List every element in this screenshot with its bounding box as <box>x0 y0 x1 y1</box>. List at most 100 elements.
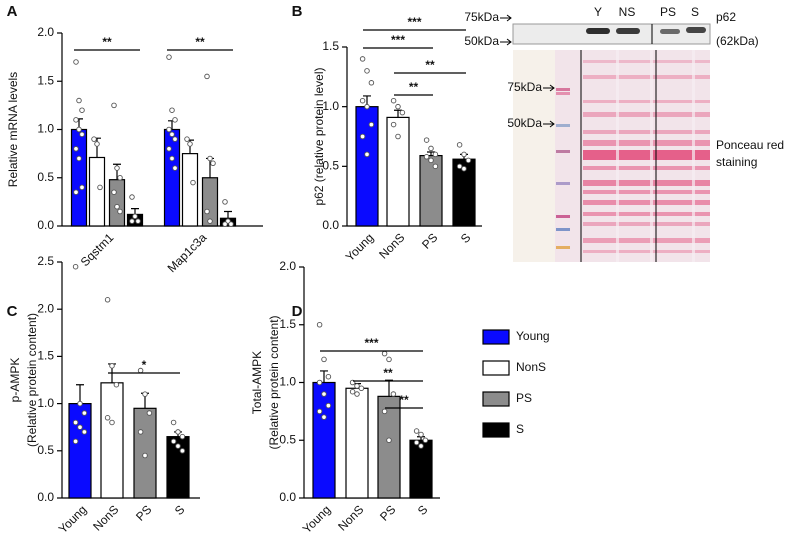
lane-gap <box>650 50 653 262</box>
error-bar <box>320 370 328 383</box>
data-point <box>166 54 172 60</box>
data-point <box>349 388 356 395</box>
data-point <box>418 443 424 449</box>
bar <box>68 403 92 499</box>
x-tick-label: S <box>415 502 431 518</box>
data-point <box>97 184 103 191</box>
y-axis-label: Total-AMPK <box>250 351 264 414</box>
data-point <box>73 117 79 123</box>
legend-swatch <box>482 329 510 345</box>
y-tick-label: 1.0 <box>37 122 54 136</box>
stripe <box>583 100 710 103</box>
data-point <box>390 391 397 397</box>
band <box>686 27 706 33</box>
data-point <box>428 157 434 164</box>
data-point <box>204 73 210 80</box>
y-tick-label: 1.0 <box>279 375 296 389</box>
error-bar <box>224 210 232 219</box>
protein-label: (62kDa) <box>716 34 759 48</box>
legend-label: Young <box>516 329 550 343</box>
data-point <box>222 199 228 205</box>
y-tick-label: 2.5 <box>37 254 54 268</box>
stripe <box>583 180 710 186</box>
y-tick-label: 0.5 <box>322 159 339 173</box>
x-tick-label: S <box>458 230 474 246</box>
data-point <box>325 402 332 409</box>
data-point <box>354 391 360 397</box>
data-point <box>129 218 135 224</box>
y-tick-label: 2.0 <box>37 301 54 315</box>
lane-label: Y <box>594 5 602 19</box>
data-point <box>207 155 213 162</box>
panel-letter: A <box>7 3 18 20</box>
stripe <box>583 130 710 134</box>
data-point <box>381 350 388 357</box>
data-point <box>316 408 323 415</box>
bars <box>355 56 476 227</box>
data-point <box>368 80 375 86</box>
data-point <box>175 443 181 449</box>
x-tick-label: PS <box>419 230 440 251</box>
lane-label: S <box>691 5 699 19</box>
band <box>586 28 610 34</box>
stripe <box>583 60 710 63</box>
bars <box>312 322 433 499</box>
y-tick-label: 0.0 <box>279 490 296 504</box>
data-point <box>228 221 234 227</box>
data-point <box>117 208 123 215</box>
legend-swatch <box>482 360 510 376</box>
data-point <box>399 109 406 116</box>
data-point <box>210 160 216 167</box>
significance-label: ** <box>102 35 112 49</box>
data-point <box>207 218 213 224</box>
legend-label: NonS <box>516 360 546 374</box>
bar <box>345 387 369 499</box>
data-point <box>76 155 82 162</box>
significance-label: ** <box>399 393 409 407</box>
data-point <box>381 408 388 415</box>
data-point <box>169 155 175 162</box>
stripe <box>583 190 710 194</box>
y-tick-label: 1.5 <box>322 39 339 53</box>
data-point <box>72 263 79 270</box>
ladder-band <box>556 92 570 95</box>
data-point <box>354 383 360 389</box>
data-point <box>111 102 117 109</box>
x-tick-label: Map1c3a <box>165 230 210 275</box>
significance-label: *** <box>364 336 378 350</box>
data-point <box>73 59 79 65</box>
data-point <box>386 437 392 444</box>
y-tick-label: 1.5 <box>37 349 54 363</box>
data-point <box>465 157 472 164</box>
ladder-lane <box>513 50 555 262</box>
data-point <box>316 379 323 386</box>
data-point <box>166 126 172 133</box>
data-point <box>418 431 424 438</box>
data-point <box>423 137 430 143</box>
data-point <box>142 452 148 459</box>
significance-label: ** <box>383 366 393 380</box>
data-point <box>132 213 138 220</box>
data-point <box>169 107 175 113</box>
data-point <box>359 133 366 140</box>
y-axis-label: p62 (relative protein level) <box>312 67 326 205</box>
panel-letter: B <box>292 3 303 20</box>
data-point <box>184 136 190 142</box>
bar <box>377 395 401 499</box>
data-point <box>91 136 97 142</box>
bar <box>312 381 336 499</box>
data-point <box>172 165 178 171</box>
y-axis-label: p-AMPK <box>8 358 22 403</box>
stain-label: staining <box>716 155 757 169</box>
y-tick-label: 0.0 <box>37 490 54 504</box>
data-point <box>428 145 434 152</box>
y-tick-label: 0.5 <box>37 443 54 457</box>
data-point <box>94 141 100 147</box>
data-point <box>79 107 85 113</box>
ladder-band <box>556 182 570 185</box>
data-point <box>364 151 370 158</box>
data-point <box>77 424 83 430</box>
data-point <box>169 131 175 138</box>
significance-label: *** <box>407 15 421 29</box>
lane-label: NS <box>619 5 636 19</box>
